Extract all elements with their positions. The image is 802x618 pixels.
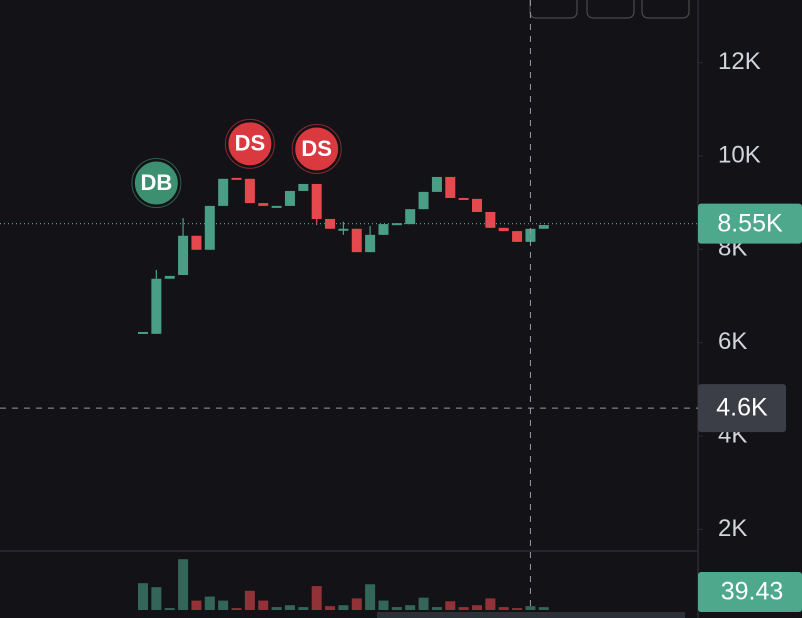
candle-body bbox=[218, 178, 229, 206]
volume-bar bbox=[244, 590, 255, 610]
signal-label: DB bbox=[140, 170, 172, 195]
last-price-box bbox=[698, 203, 802, 244]
volume-label: 39.43 bbox=[721, 578, 784, 606]
volume-bar bbox=[445, 601, 456, 610]
volume-bar bbox=[325, 606, 336, 610]
candle-body bbox=[351, 228, 362, 253]
candle-body bbox=[284, 190, 295, 206]
candle-body bbox=[231, 177, 242, 180]
toolbar-button[interactable] bbox=[641, 0, 690, 19]
volume-bar bbox=[204, 596, 215, 610]
candle-body bbox=[191, 235, 202, 250]
volume-bar bbox=[284, 605, 295, 610]
crosshair-box bbox=[698, 384, 786, 433]
candle-body bbox=[138, 331, 148, 334]
y-tick-label: 10K bbox=[718, 141, 761, 168]
volume-bar bbox=[351, 598, 362, 610]
volume-bar bbox=[525, 606, 536, 610]
last-price-label: 8.55K bbox=[717, 209, 783, 237]
candle-body bbox=[298, 183, 309, 191]
volume-bar bbox=[231, 608, 242, 610]
volume-box bbox=[698, 572, 802, 612]
candle-body bbox=[472, 198, 482, 212]
candle-body bbox=[204, 205, 215, 250]
crosshair-label: 4.6K bbox=[716, 394, 768, 422]
signal-label: DS bbox=[301, 136, 332, 161]
candle-body bbox=[244, 178, 255, 204]
candle-body bbox=[178, 235, 189, 275]
signal-marker bbox=[292, 124, 342, 174]
volume-bar bbox=[405, 605, 416, 610]
volume-bar bbox=[164, 608, 175, 610]
toolbar-button[interactable] bbox=[586, 0, 635, 19]
signal-marker bbox=[131, 158, 181, 208]
signal-marker bbox=[225, 119, 275, 169]
candle-body bbox=[365, 234, 376, 253]
volume-bar bbox=[391, 607, 402, 610]
candle-body bbox=[445, 176, 456, 198]
volume-bar bbox=[138, 583, 148, 610]
candle-body bbox=[378, 224, 389, 235]
candle-body bbox=[431, 176, 442, 192]
volume-bar bbox=[512, 608, 523, 610]
signal-marker-ring bbox=[131, 158, 182, 209]
candle-body bbox=[512, 231, 523, 242]
candle-body bbox=[271, 205, 282, 208]
signal-label: DS bbox=[235, 131, 266, 156]
candle-body bbox=[164, 275, 175, 279]
signal-marker-ring bbox=[291, 123, 342, 174]
volume-bar bbox=[458, 607, 469, 610]
volume-bar bbox=[338, 605, 349, 610]
candle-body bbox=[458, 197, 469, 200]
y-tick-label: 12K bbox=[718, 48, 761, 75]
candle-body bbox=[405, 209, 416, 225]
candle-body bbox=[151, 278, 162, 334]
volume-bar bbox=[311, 586, 322, 610]
volume-bar bbox=[472, 605, 482, 610]
candle-body bbox=[258, 203, 269, 206]
volume-bar bbox=[538, 607, 549, 610]
candle-body bbox=[485, 211, 496, 228]
volume-bar bbox=[298, 607, 309, 610]
volume-bar bbox=[191, 600, 202, 610]
candle-body bbox=[325, 218, 336, 229]
volume-bar bbox=[365, 584, 376, 610]
volume-bar bbox=[418, 597, 429, 610]
scrollbar[interactable] bbox=[377, 612, 685, 618]
y-tick-label: 6K bbox=[718, 328, 747, 355]
volume-bar bbox=[258, 600, 269, 610]
volume-bar bbox=[271, 607, 282, 610]
signal-marker-ring bbox=[224, 118, 275, 169]
volume-bar bbox=[178, 559, 189, 610]
volume-bar bbox=[431, 607, 442, 610]
volume-bar bbox=[485, 598, 496, 610]
volume-bar bbox=[378, 600, 389, 610]
candle-body bbox=[525, 228, 536, 242]
candle-body bbox=[418, 191, 429, 210]
candle-body bbox=[498, 227, 509, 232]
candle-body bbox=[538, 225, 549, 229]
candle-body bbox=[311, 183, 322, 219]
volume-bar bbox=[498, 607, 509, 610]
y-tick-label: 2K bbox=[718, 515, 747, 542]
volume-bar bbox=[151, 587, 162, 610]
volume-bar bbox=[218, 600, 229, 610]
candle-body bbox=[338, 228, 349, 231]
